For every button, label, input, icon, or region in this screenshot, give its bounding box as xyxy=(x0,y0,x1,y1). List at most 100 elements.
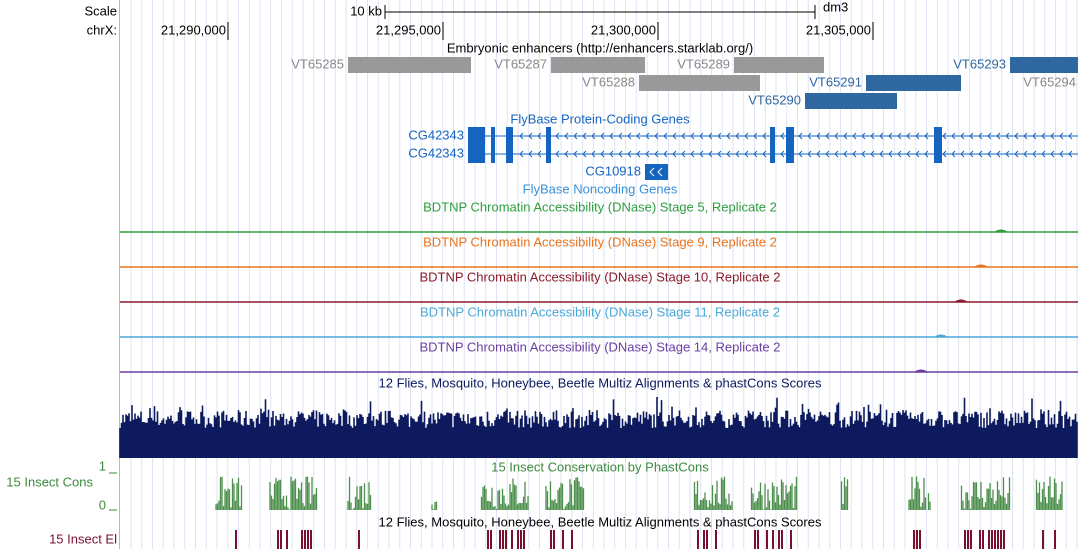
track-title: Embryonic enhancers (http://enhancers.st… xyxy=(447,40,753,55)
strand-arrow xyxy=(996,132,1001,140)
strand-arrow xyxy=(969,132,974,140)
strand-arrow xyxy=(798,150,803,158)
exon xyxy=(645,164,668,180)
strand-arrow xyxy=(654,132,659,140)
track-title: 12 Flies, Mosquito, Honeybee, Beetle Mul… xyxy=(379,514,822,529)
strand-arrow xyxy=(582,132,587,140)
strand-arrow xyxy=(753,132,758,140)
strand-arrow xyxy=(879,132,884,140)
strand-arrow xyxy=(726,150,731,158)
strand-arrow xyxy=(861,150,866,158)
side-label: 15 Insect Cons xyxy=(6,474,93,489)
strand-arrow xyxy=(681,150,686,158)
strand-arrow xyxy=(978,150,983,158)
assembly-label: dm3 xyxy=(823,0,848,14)
strand-arrow xyxy=(888,150,893,158)
multiz-signal xyxy=(119,397,1078,458)
cons-signal xyxy=(215,476,1063,510)
strand-arrow xyxy=(798,132,803,140)
strand-arrow xyxy=(762,150,767,158)
ruler-tick-label: 21,305,000 xyxy=(806,22,871,37)
strand-arrow xyxy=(699,132,704,140)
strand-arrow xyxy=(573,132,578,140)
strand-arrow xyxy=(924,150,929,158)
ruler-tick-label: 21,295,000 xyxy=(376,22,441,37)
strand-arrow xyxy=(681,132,686,140)
strand-arrow xyxy=(852,132,857,140)
strand-arrow xyxy=(816,150,821,158)
strand-arrow xyxy=(618,132,623,140)
enhancer xyxy=(348,57,471,73)
strand-arrow xyxy=(717,132,722,140)
gene-label: CG10918 xyxy=(585,163,641,178)
strand-arrow xyxy=(1005,132,1010,140)
ruler-tick-label: 21,290,000 xyxy=(161,22,226,37)
strand-arrow xyxy=(825,150,830,158)
strand-arrow xyxy=(717,150,722,158)
track-title: BDTNP Chromatin Accessibility (DNase) St… xyxy=(420,304,780,319)
signal-bump xyxy=(974,264,988,268)
strand-arrow xyxy=(1032,150,1037,158)
strand-arrow xyxy=(690,132,695,140)
strand-arrow xyxy=(924,132,929,140)
scale-label: Scale xyxy=(84,3,117,18)
scale-bar-label: 10 kb xyxy=(350,3,382,18)
strand-arrow xyxy=(1023,132,1028,140)
track-title: 12 Flies, Mosquito, Honeybee, Beetle Mul… xyxy=(379,375,822,390)
signal-bump xyxy=(954,299,968,303)
exon xyxy=(770,145,775,163)
track-title: FlyBase Protein-Coding Genes xyxy=(510,111,690,126)
strand-arrow xyxy=(708,150,713,158)
track-title: BDTNP Chromatin Accessibility (DNase) St… xyxy=(419,339,780,354)
chrom-label: chrX: xyxy=(87,22,117,37)
strand-arrow xyxy=(573,150,578,158)
enhancer xyxy=(734,57,824,73)
strand-arrow xyxy=(636,132,641,140)
strand-arrow xyxy=(519,150,524,158)
strand-arrow xyxy=(1041,132,1046,140)
track-title: 15 Insect Conservation by PhastCons xyxy=(491,459,709,474)
strand-arrow xyxy=(555,150,560,158)
gene-label: CG42343 xyxy=(408,127,464,142)
exon xyxy=(468,127,485,145)
strand-arrow xyxy=(555,132,560,140)
strand-arrow xyxy=(600,150,605,158)
strand-arrow xyxy=(690,150,695,158)
strand-arrow xyxy=(663,132,668,140)
exon xyxy=(786,127,794,145)
strand-arrow xyxy=(1068,150,1073,158)
strand-arrow xyxy=(1041,150,1046,158)
exon xyxy=(491,127,495,145)
strand-arrow xyxy=(816,132,821,140)
strand-arrow xyxy=(609,132,614,140)
strand-arrow xyxy=(528,132,533,140)
enhancer xyxy=(866,75,961,91)
signal-bump xyxy=(934,334,948,338)
exon xyxy=(786,145,794,163)
strand-arrow xyxy=(861,132,866,140)
exon xyxy=(546,127,551,145)
strand-arrow xyxy=(1059,132,1064,140)
exon xyxy=(934,145,942,163)
strand-arrow xyxy=(744,150,749,158)
strand-arrow xyxy=(807,150,812,158)
enhancer xyxy=(639,75,760,91)
strand-arrow xyxy=(843,150,848,158)
strand-arrow xyxy=(780,150,785,158)
strand-arrow xyxy=(1050,132,1055,140)
strand-arrow xyxy=(1014,132,1019,140)
strand-arrow xyxy=(1059,150,1064,158)
strand-arrow xyxy=(735,150,740,158)
strand-arrow xyxy=(870,132,875,140)
strand-arrow xyxy=(649,167,663,177)
enhancer-label: VT65287 xyxy=(494,56,547,71)
strand-arrow xyxy=(897,150,902,158)
strand-arrow xyxy=(951,132,956,140)
strand-arrow xyxy=(735,132,740,140)
enhancer-label: VT65291 xyxy=(809,74,862,89)
strand-arrow xyxy=(906,150,911,158)
strand-arrow xyxy=(591,132,596,140)
strand-arrow xyxy=(951,150,956,158)
strand-arrow xyxy=(942,150,947,158)
